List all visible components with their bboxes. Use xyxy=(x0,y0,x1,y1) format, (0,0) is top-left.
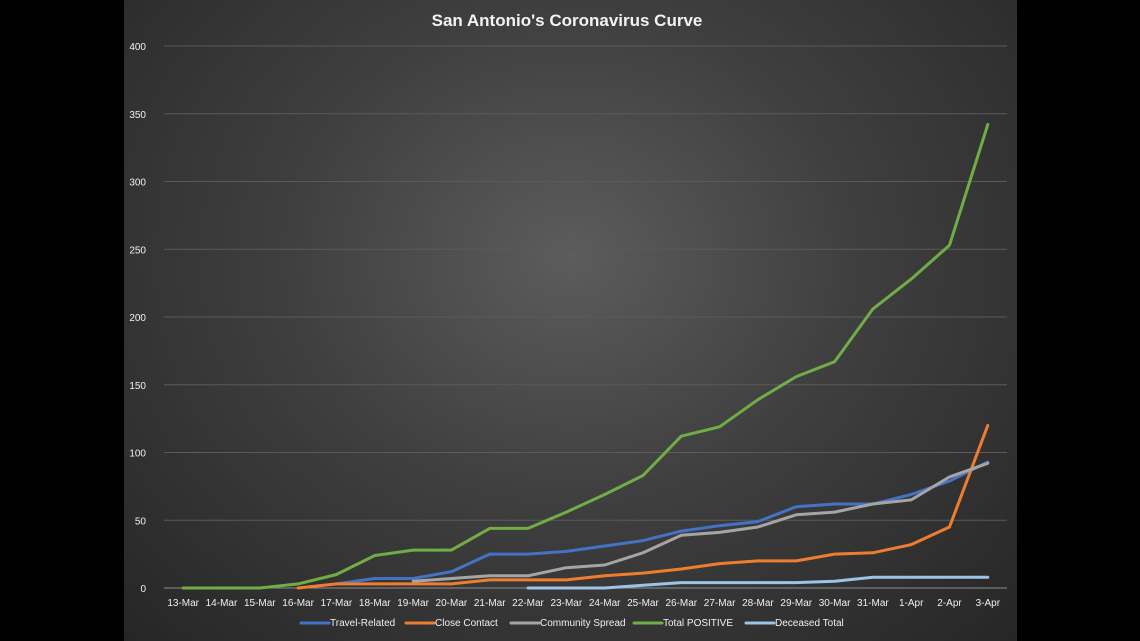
x-tick-label: 21-Mar xyxy=(474,598,506,609)
x-tick-label: 16-Mar xyxy=(282,598,314,609)
legend-label: Deceased Total xyxy=(775,618,844,629)
x-tick-label: 22-Mar xyxy=(512,598,544,609)
series-line-close-contact xyxy=(296,423,990,590)
y-tick-label: 300 xyxy=(129,178,146,189)
line-chart: San Antonio's Coronavirus Curve 0 50 100 15… xyxy=(129,11,1007,629)
series-line-total-positive xyxy=(181,123,990,590)
x-tick-label: 31-Mar xyxy=(857,598,889,609)
x-tick-label: 13-Mar xyxy=(167,598,199,609)
legend-label: Community Spread xyxy=(540,618,626,629)
x-tick-label: 20-Mar xyxy=(436,598,468,609)
chart-title: San Antonio's Coronavirus Curve xyxy=(432,11,703,30)
y-tick-label: 100 xyxy=(129,449,146,460)
chart-panel: San Antonio's Coronavirus Curve 0 50 100 15… xyxy=(124,0,1017,641)
y-tick-label: 350 xyxy=(129,110,146,121)
x-tick-label: 2-Apr xyxy=(937,598,962,609)
grid-layer xyxy=(164,45,1007,589)
y-tick-label: 150 xyxy=(129,381,146,392)
series-line-community-spread xyxy=(411,461,990,583)
x-tick-label: 19-Mar xyxy=(397,598,429,609)
x-tick-label: 17-Mar xyxy=(321,598,353,609)
legend-label: Travel-Related xyxy=(330,618,395,629)
axis-layer: 0 50 100 150 200 250 300 350 400 13-Mar 14-Mar 15-M… xyxy=(129,42,1000,609)
x-tick-label: 3-Apr xyxy=(976,598,1001,609)
y-tick-label: 0 xyxy=(140,584,146,595)
x-tick-label: 24-Mar xyxy=(589,598,621,609)
x-tick-label: 29-Mar xyxy=(780,598,812,609)
x-tick-label: 26-Mar xyxy=(665,598,697,609)
x-tick-label: 18-Mar xyxy=(359,598,391,609)
y-tick-label: 50 xyxy=(135,516,147,527)
x-tick-label: 14-Mar xyxy=(206,598,238,609)
x-tick-label: 23-Mar xyxy=(550,598,582,609)
y-tick-label: 250 xyxy=(129,245,146,256)
series-layer xyxy=(181,123,990,590)
x-tick-label: 28-Mar xyxy=(742,598,774,609)
y-tick-label: 400 xyxy=(129,42,146,53)
x-tick-label: 27-Mar xyxy=(704,598,736,609)
x-tick-label: 25-Mar xyxy=(627,598,659,609)
legend-label: Total POSITIVE xyxy=(663,618,733,629)
x-tick-label: 30-Mar xyxy=(819,598,851,609)
x-tick-label: 15-Mar xyxy=(244,598,276,609)
series-line-travel-related xyxy=(334,460,990,586)
legend: Travel-Related Close Contact Community Spr… xyxy=(299,618,844,629)
legend-label: Close Contact xyxy=(435,618,498,629)
x-tick-label: 1-Apr xyxy=(899,598,924,609)
series-line-deceased-total xyxy=(526,575,990,590)
y-tick-label: 200 xyxy=(129,313,146,324)
